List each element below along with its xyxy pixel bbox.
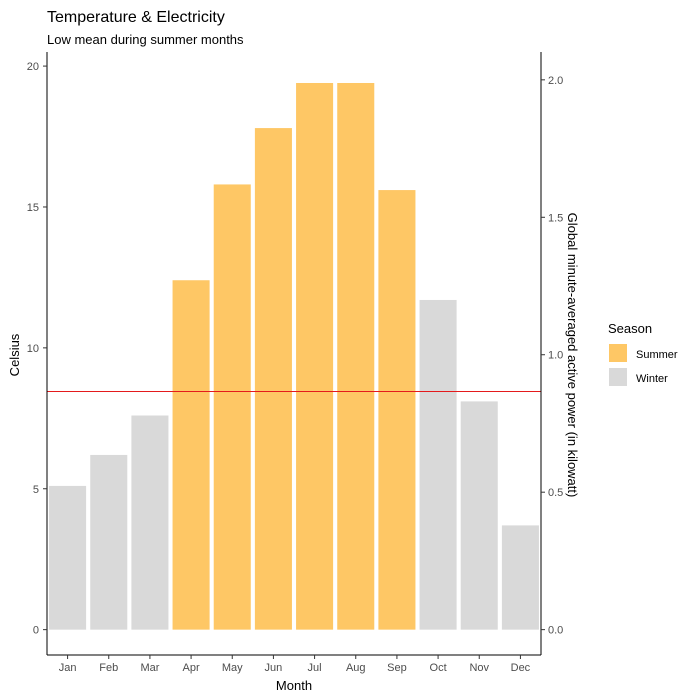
- bar-sep: [378, 190, 416, 630]
- x-tick-label-aug: Aug: [346, 662, 366, 674]
- y-tick-label: 0: [33, 625, 39, 637]
- y2-tick-label: 1.0: [548, 350, 563, 362]
- x-axis-title: Month: [276, 678, 312, 693]
- x-tick-label-may: May: [222, 662, 243, 674]
- bar-oct: [419, 299, 457, 630]
- x-tick-label-jul: Jul: [308, 662, 322, 674]
- legend-title: Season: [608, 321, 652, 336]
- legend: Season Summer Winter: [608, 321, 678, 386]
- left-axis-ticks: 0 5 10 15 20: [27, 61, 47, 637]
- x-axis-ticks: Jan Feb Mar Apr May Jun Jul Aug Sep Oct Nov Dec: [59, 655, 531, 674]
- bar-jul: [296, 82, 334, 630]
- x-tick-label-nov: Nov: [469, 662, 489, 674]
- y-tick-label: 5: [33, 484, 39, 496]
- x-tick-label-mar: Mar: [140, 662, 159, 674]
- x-tick-label-jun: Jun: [265, 662, 283, 674]
- y-axis-title: Celsius: [7, 333, 22, 376]
- bar-jun: [254, 128, 292, 630]
- bar-jan: [49, 485, 87, 630]
- y2-tick-label: 0.0: [548, 625, 563, 637]
- chart-subtitle: Low mean during summer months: [47, 32, 244, 47]
- x-tick-label-oct: Oct: [430, 662, 447, 674]
- y2-tick-label: 2.0: [548, 75, 563, 87]
- chart-title: Temperature & Electricity: [47, 9, 225, 26]
- bar-aug: [337, 82, 375, 630]
- bars-group: [49, 82, 539, 630]
- x-tick-label-dec: Dec: [511, 662, 531, 674]
- x-tick-label-sep: Sep: [387, 662, 407, 674]
- y-tick-label: 10: [27, 343, 39, 355]
- bar-may: [213, 184, 251, 630]
- y2-axis-title: Global minute-averaged active power (in …: [565, 213, 580, 498]
- legend-swatch-winter: [609, 368, 627, 386]
- legend-swatch-summer: [609, 344, 627, 362]
- bar-apr: [172, 280, 210, 630]
- legend-label-winter: Winter: [636, 373, 668, 385]
- x-tick-label-feb: Feb: [99, 662, 118, 674]
- legend-label-summer: Summer: [636, 349, 678, 361]
- y-tick-label: 20: [27, 61, 39, 73]
- bar-feb: [90, 454, 128, 630]
- right-axis-ticks: 0.0 0.5 1.0 1.5 2.0: [541, 75, 563, 637]
- y2-tick-label: 1.5: [548, 212, 563, 224]
- bar-mar: [131, 415, 169, 630]
- x-tick-label-jan: Jan: [59, 662, 77, 674]
- y-tick-label: 15: [27, 202, 39, 214]
- x-tick-label-apr: Apr: [183, 662, 200, 674]
- bar-nov: [460, 401, 498, 630]
- y2-tick-label: 0.5: [548, 487, 563, 499]
- bar-dec: [501, 525, 539, 630]
